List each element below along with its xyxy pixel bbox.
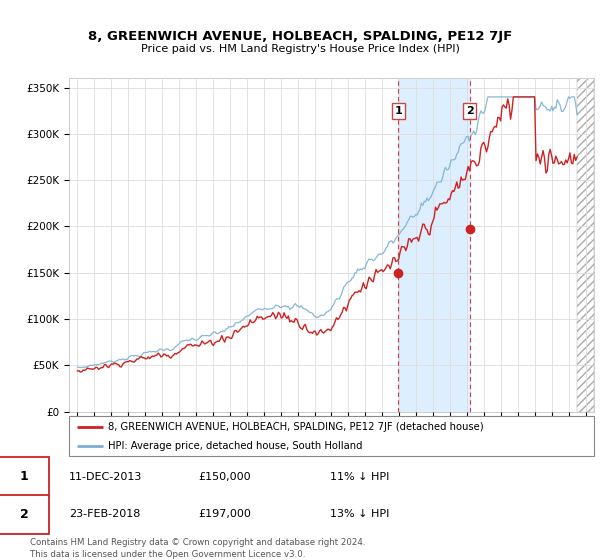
Text: This data is licensed under the Open Government Licence v3.0.: This data is licensed under the Open Gov… bbox=[30, 550, 305, 559]
Text: 2: 2 bbox=[466, 106, 473, 116]
Text: 1: 1 bbox=[20, 470, 28, 483]
FancyBboxPatch shape bbox=[0, 494, 49, 534]
Text: 23-FEB-2018: 23-FEB-2018 bbox=[69, 510, 140, 520]
Text: 8, GREENWICH AVENUE, HOLBEACH, SPALDING, PE12 7JF: 8, GREENWICH AVENUE, HOLBEACH, SPALDING,… bbox=[88, 30, 512, 43]
Text: 1: 1 bbox=[394, 106, 402, 116]
FancyBboxPatch shape bbox=[69, 416, 594, 456]
Text: Price paid vs. HM Land Registry's House Price Index (HPI): Price paid vs. HM Land Registry's House … bbox=[140, 44, 460, 54]
Text: 11% ↓ HPI: 11% ↓ HPI bbox=[330, 472, 389, 482]
Bar bbox=[577, 78, 594, 412]
Text: 11-DEC-2013: 11-DEC-2013 bbox=[69, 472, 142, 482]
Text: Contains HM Land Registry data © Crown copyright and database right 2024.: Contains HM Land Registry data © Crown c… bbox=[30, 538, 365, 547]
Bar bbox=[577, 78, 594, 412]
Text: £197,000: £197,000 bbox=[198, 510, 251, 520]
Text: 2: 2 bbox=[20, 508, 28, 521]
Text: £150,000: £150,000 bbox=[198, 472, 251, 482]
FancyBboxPatch shape bbox=[0, 457, 49, 497]
Text: HPI: Average price, detached house, South Holland: HPI: Average price, detached house, Sout… bbox=[109, 441, 363, 450]
Text: 8, GREENWICH AVENUE, HOLBEACH, SPALDING, PE12 7JF (detached house): 8, GREENWICH AVENUE, HOLBEACH, SPALDING,… bbox=[109, 422, 484, 432]
Text: 13% ↓ HPI: 13% ↓ HPI bbox=[330, 510, 389, 520]
Bar bbox=[398, 78, 470, 412]
